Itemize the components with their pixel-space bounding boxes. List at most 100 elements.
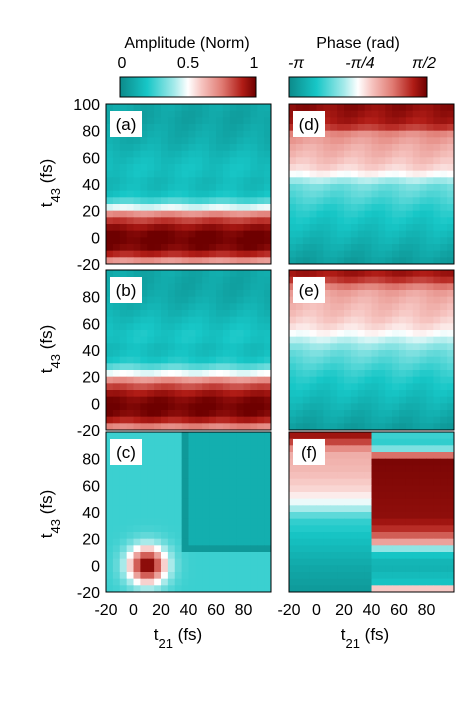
heatmap-cell [302,336,311,344]
heatmap-cell [344,472,352,480]
heatmap-cell [112,170,121,178]
heatmap-cell [216,130,224,138]
heatmap-cell [147,144,155,152]
heatmap-cell [181,110,189,118]
heatmap-cell [364,237,372,245]
heatmap-cell [140,124,148,132]
panel-f: (f) [288,431,455,593]
heatmap-cell [264,410,272,418]
heatmap-cell [202,356,210,364]
heatmap-cell [357,104,366,112]
heatmap-cell [289,552,297,560]
heatmap-cell [202,250,210,258]
heatmap-cell [295,210,304,218]
heatmap-cell [161,452,169,460]
heatmap-cell [295,370,304,378]
heatmap-cell [385,230,393,238]
heatmap-cell [371,310,379,318]
heatmap-cell [167,137,176,145]
heatmap-cell [119,237,128,245]
heatmap-cell [181,257,189,265]
heatmap-cell [147,363,155,371]
heatmap-cell [323,478,331,486]
heatmap-cell [161,343,169,351]
heatmap-cell [229,545,238,553]
heatmap-cell [295,498,304,506]
heatmap-cell [412,498,421,506]
heatmap-cell [364,257,372,265]
heatmap-cell [202,458,210,466]
heatmap-cell [399,303,407,311]
heatmap-cell [174,578,183,586]
heatmap-cell [364,465,372,473]
heatmap-cell [216,525,224,533]
heatmap-cell [133,432,141,440]
heatmap-cell [350,230,359,238]
heatmap-cell [250,505,258,513]
heatmap-cell [440,572,448,580]
heatmap-cell [250,177,258,185]
heatmap-cell [447,452,455,460]
heatmap-cell [257,423,265,431]
heatmap-cell [426,104,434,112]
heatmap-cell [405,144,414,152]
heatmap-cell [392,217,400,225]
heatmap-cell [357,423,366,431]
heatmap-cell [392,296,400,304]
heatmap-cell [106,110,114,118]
heatmap-cell [140,478,148,486]
heatmap-cell [447,137,455,145]
heatmap-cell [216,390,224,398]
heatmap-cell [357,578,366,586]
heatmap-cell [174,130,183,138]
heatmap-cell [174,505,183,513]
heatmap-cell [419,518,427,526]
heatmap-cell [323,445,331,453]
heatmap-cell [154,204,162,212]
heatmap-cell [188,177,196,185]
heatmap-cell [385,432,393,440]
heatmap-cell [302,144,311,152]
heatmap-cell [119,532,128,540]
heatmap-cell [106,416,114,424]
heatmap-cell [440,492,448,500]
heatmap-cell [433,276,441,284]
heatmap-cell [264,290,272,298]
heatmap-cell [147,117,155,125]
heatmap-cell [216,117,224,125]
heatmap-cell [216,416,224,424]
heatmap-cell [309,376,317,384]
heatmap-cell [426,217,434,225]
heatmap-cell [440,376,448,384]
heatmap-cell [126,104,134,112]
heatmap-cell [236,538,244,546]
heatmap-cell [250,572,258,580]
heatmap-cell [181,150,189,158]
heatmap-cell [419,410,427,418]
heatmap-cell [243,478,251,486]
heatmap-cell [426,244,434,252]
heatmap-cell [133,518,141,526]
heatmap-cell [236,383,244,391]
heatmap-cell [399,104,407,112]
heatmap-cell [229,558,238,566]
heatmap-cell [399,224,407,232]
heatmap-cell [243,465,251,473]
heatmap-cell [378,585,386,593]
heatmap-cell [419,204,427,212]
heatmap-cell [140,472,148,480]
heatmap-cell [399,117,407,125]
heatmap-cell [202,438,210,446]
heatmap-cell [371,452,379,460]
heatmap-cell [447,210,455,218]
svg-text:t43 (fs): t43 (fs) [37,490,63,538]
heatmap-cell [440,184,448,192]
heatmap-cell [357,465,366,473]
heatmap-cell [167,518,176,526]
heatmap-cell [399,416,407,424]
heatmap-cell [447,290,455,298]
panel-frame [105,431,272,593]
x-axis-label-right: t21 (fs) [341,625,389,651]
heatmap-cell [337,538,345,546]
heatmap-cell [161,350,169,358]
